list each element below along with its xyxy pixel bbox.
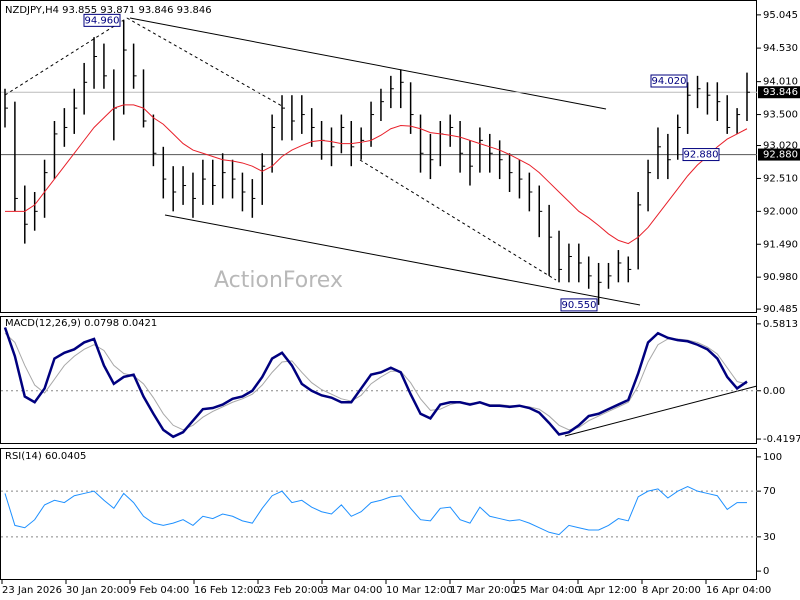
macd-trendline (564, 385, 758, 437)
x-tick-label: 23 Jan 2026 (2, 585, 62, 596)
x-tick-label: 16 Apr 04:00 (706, 585, 771, 596)
x-tick-label: 3 Mar 04:00 (322, 585, 382, 596)
y-tick-label: 90.980 (763, 272, 798, 283)
x-tick-label: 30 Jan 20:00 (66, 585, 129, 596)
trendlines (4, 17, 758, 437)
y-tick-label: 94.530 (763, 43, 798, 54)
moving-average (5, 104, 748, 245)
y-tick-label: 91.490 (763, 239, 798, 250)
annotation-label: 94.960 (85, 15, 120, 26)
price-label: 93.846 (763, 87, 798, 98)
dashed-line (359, 159, 557, 281)
y-tick-label: 0 (763, 566, 769, 577)
y-tick-label: 92.510 (763, 173, 798, 184)
main-panel (0, 0, 757, 313)
y-tick-label: 92.000 (763, 206, 798, 217)
channel-upper (129, 17, 607, 110)
rsi-title: RSI(14) 60.0405 (5, 451, 86, 462)
y-tick-label: 100 (763, 452, 782, 463)
x-tick-label: 25 Mar 04:00 (514, 585, 581, 596)
level-box (758, 148, 800, 161)
annotation-box (682, 148, 720, 162)
macd-title: MACD(12,26,9) 0.0798 0.0421 (5, 318, 157, 329)
x-tick-label: 1 Apr 12:00 (578, 585, 637, 596)
annotation-box (650, 74, 688, 88)
indicator-line (4, 486, 747, 536)
x-tick-label: 9 Feb 04:00 (130, 585, 189, 596)
price-box (758, 86, 800, 99)
x-tick-label: 17 Mar 20:00 (450, 585, 517, 596)
watermark: ActionForex (214, 268, 343, 293)
level-label: 92.880 (763, 150, 798, 161)
y-tick-label: 94.010 (763, 77, 798, 88)
y-tick-label: 0.00 (763, 386, 785, 397)
y-tick-label: 93.020 (763, 141, 798, 152)
x-tick-label: 8 Apr 20:00 (642, 585, 701, 596)
annotation-label: 94.020 (652, 76, 687, 87)
channel-lower (164, 214, 641, 306)
y-tick-label: -0.4197 (763, 434, 800, 445)
y-tick-label: 0.5813 (763, 319, 798, 330)
chart-title: NZDJPY,H4 93.855 93.871 93.846 93.846 (5, 5, 212, 16)
y-tick-label: 90.485 (763, 304, 798, 315)
y-tick-label: 95.045 (763, 10, 798, 21)
annotation-box (83, 13, 121, 27)
x-tick-label: 10 Mar 12:00 (386, 585, 453, 596)
annotation-box (560, 298, 598, 312)
x-tick-label: 23 Feb 20:00 (258, 585, 324, 596)
y-tick-label: 93.500 (763, 110, 798, 121)
dashed-line (4, 17, 128, 96)
rsi-panel (0, 448, 757, 580)
indicator-line (3, 327, 748, 439)
y-tick-label: 70 (763, 486, 776, 497)
macd-panel (0, 316, 757, 444)
y-tick-label: 30 (763, 532, 776, 543)
x-tick-label: 16 Feb 12:00 (194, 585, 260, 596)
annotation-label: 92.880 (684, 150, 719, 161)
annotation-label: 90.550 (562, 300, 597, 311)
